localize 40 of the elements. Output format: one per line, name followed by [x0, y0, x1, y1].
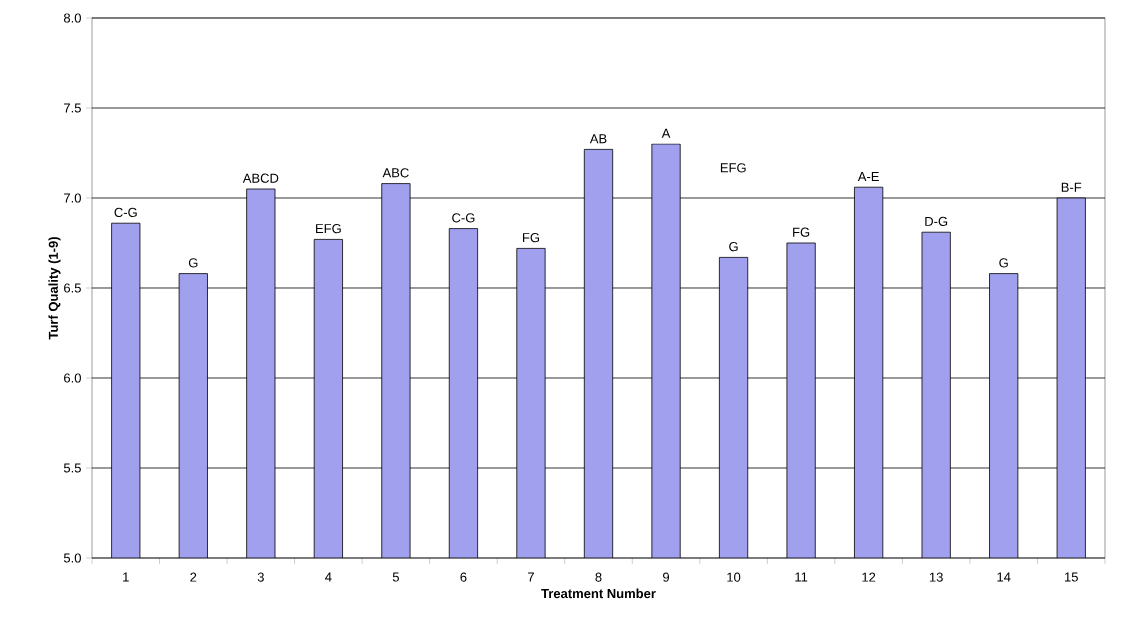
- annotation: FG: [793, 227, 810, 237]
- x-axis-title: Treatment Number: [541, 588, 656, 599]
- x-tick-label: 3: [257, 572, 264, 582]
- annotation: EFG: [720, 163, 746, 173]
- x-tick-label: 15: [1064, 572, 1078, 582]
- x-tick-label: 5: [392, 572, 399, 582]
- y-tick-label: 7.5: [64, 103, 81, 113]
- y-tick-label: 7.0: [64, 193, 81, 203]
- x-tick-label: 14: [997, 572, 1011, 582]
- annotation: A-E: [857, 172, 879, 181]
- y-tick-label: 5.0: [63, 553, 81, 563]
- annotation: D-G: [925, 216, 948, 226]
- x-tick-label: 6: [460, 572, 467, 582]
- annotation: ABCD: [242, 173, 279, 183]
- annotation: C-G: [452, 213, 475, 223]
- y-tick-label: 5.5: [63, 463, 81, 473]
- x-tick-label: 12: [862, 572, 876, 582]
- y-axis-title: Turf Quality (1-9): [48, 237, 61, 340]
- annotation: FG: [523, 232, 540, 243]
- y-tick-label: 6.5: [64, 283, 81, 293]
- x-tick-label: 7: [528, 572, 534, 582]
- annotation: EFG: [316, 223, 341, 234]
- annotation: AB: [589, 134, 607, 144]
- y-tick-label: 8.0: [63, 13, 81, 23]
- annotation: C-G: [114, 207, 137, 217]
- x-tick-label: 4: [325, 572, 332, 582]
- annotation: B-F: [1061, 182, 1082, 192]
- y-tick-label: 6.0: [64, 373, 81, 383]
- x-tick-label: 10: [727, 572, 741, 582]
- x-tick-label: 2: [190, 572, 197, 582]
- annotation: ABC: [382, 168, 409, 178]
- annotation: G: [999, 258, 1008, 268]
- x-tick-label: 9: [663, 572, 670, 582]
- x-tick-label: 1: [123, 572, 129, 582]
- annotation: G: [188, 258, 198, 268]
- x-tick-label: 13: [929, 572, 943, 582]
- annotation: G: [729, 241, 738, 252]
- x-tick-label: 8: [595, 572, 602, 582]
- x-tick-label: 11: [795, 572, 808, 582]
- annotation: A: [661, 128, 671, 138]
